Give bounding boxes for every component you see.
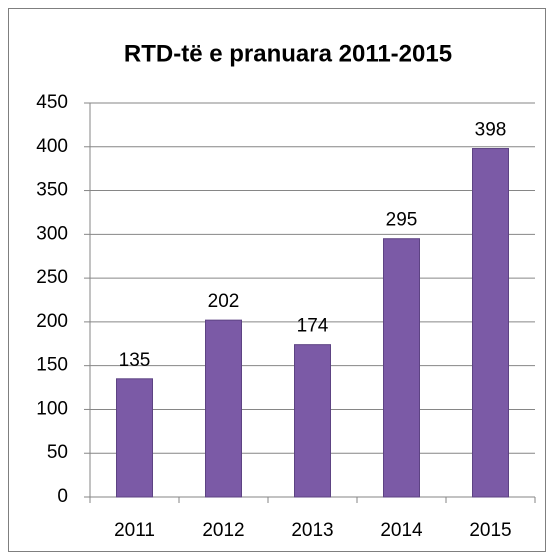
y-tick-label: 50 [47, 442, 68, 463]
bar [383, 238, 420, 498]
y-tick-label: 200 [36, 311, 68, 332]
y-tick-label: 0 [57, 486, 68, 507]
x-tick-label: 2014 [380, 520, 423, 541]
chart-frame [8, 8, 546, 552]
bar [294, 344, 331, 498]
y-tick-label: 250 [36, 267, 68, 288]
y-tick-label: 350 [36, 180, 68, 201]
bar [472, 148, 509, 498]
y-tick-label: 400 [36, 136, 68, 157]
y-tick-label: 100 [36, 398, 68, 419]
x-tick-label: 2013 [291, 520, 333, 541]
chart-title: RTD-të e pranuara 2011-2015 [124, 40, 452, 67]
data-label: 202 [208, 291, 240, 312]
bar [116, 378, 153, 498]
x-tick-label: 2012 [202, 520, 244, 541]
data-label: 135 [119, 350, 151, 371]
bar [205, 319, 242, 498]
data-label: 295 [386, 210, 418, 231]
y-tick-label: 150 [36, 355, 68, 376]
y-tick-label: 300 [36, 223, 68, 244]
y-tick-label: 450 [36, 92, 68, 113]
data-label: 398 [475, 120, 507, 141]
x-tick-label: 2011 [114, 520, 155, 541]
data-label: 174 [297, 316, 329, 337]
x-tick-label: 2015 [469, 520, 511, 541]
